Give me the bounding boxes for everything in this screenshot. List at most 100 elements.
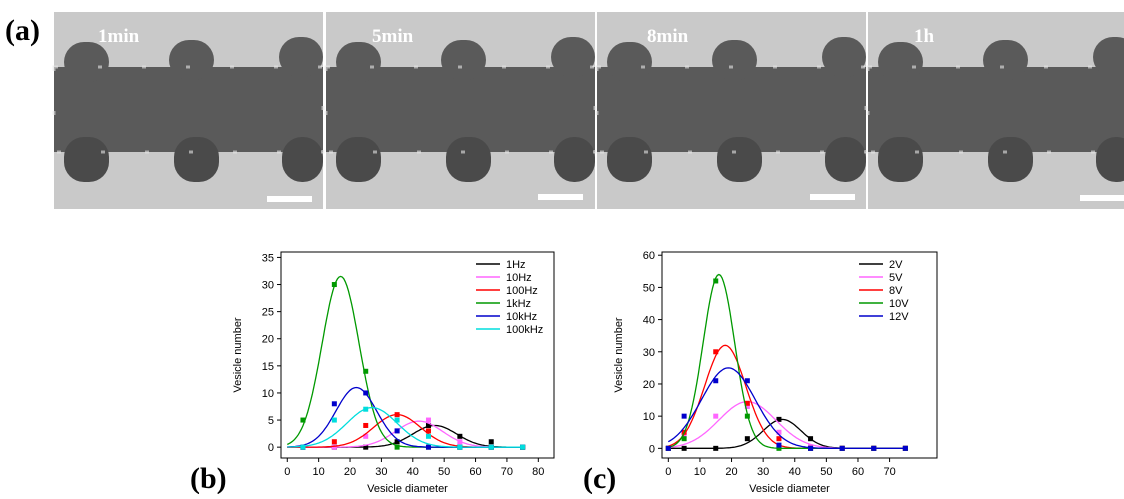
x-tick-label: 70 <box>883 466 895 478</box>
y-tick-label: 15 <box>262 361 274 373</box>
data-point <box>300 444 306 450</box>
data-point <box>520 444 526 450</box>
x-tick-label: 0 <box>665 466 671 478</box>
y-tick-label: 30 <box>262 280 274 292</box>
data-point <box>902 445 908 451</box>
data-point <box>394 428 400 434</box>
data-point <box>744 436 750 442</box>
x-tick-label: 0 <box>284 466 290 478</box>
y-tick-label: 60 <box>643 250 655 262</box>
x-tick-label: 50 <box>820 466 832 478</box>
image-label: 1min <box>98 26 140 47</box>
data-point <box>744 413 750 419</box>
data-point <box>839 445 845 451</box>
data-point <box>394 444 400 450</box>
data-point <box>681 436 687 442</box>
x-axis-label: Vesicle diameter <box>367 483 448 494</box>
legend-label: 10Hz <box>506 272 532 284</box>
x-tick-label: 40 <box>789 466 801 478</box>
data-point <box>744 404 750 409</box>
y-tick-label: 50 <box>643 282 655 294</box>
data-point <box>363 406 369 412</box>
y-tick-label: 20 <box>643 379 655 391</box>
x-tick-label: 80 <box>532 466 544 478</box>
data-point <box>681 432 687 438</box>
data-point <box>808 436 814 442</box>
data-point <box>681 413 687 419</box>
data-point <box>776 429 782 435</box>
data-point <box>776 436 782 442</box>
data-point <box>394 412 400 418</box>
legend-label: 10V <box>889 298 909 310</box>
y-tick-label: 25 <box>262 307 274 319</box>
data-point <box>488 444 494 450</box>
data-point <box>425 428 431 434</box>
fit-curve <box>286 275 523 448</box>
data-point <box>681 445 687 451</box>
y-tick-label: 10 <box>262 388 274 400</box>
fit-curve <box>667 367 906 449</box>
data-point <box>331 417 337 423</box>
data-point <box>713 278 719 284</box>
data-point <box>713 413 719 419</box>
legend-label: 2V <box>889 259 903 271</box>
data-point <box>363 433 369 439</box>
y-tick-label: 5 <box>268 415 274 427</box>
data-point <box>713 349 719 355</box>
x-tick-label: 10 <box>694 466 706 478</box>
data-point <box>744 378 750 384</box>
data-point <box>331 444 337 450</box>
panel-label: (c) <box>583 462 616 494</box>
x-tick-label: 40 <box>407 466 419 478</box>
data-point <box>300 417 306 423</box>
fit-curve <box>668 273 906 449</box>
x-tick-label: 10 <box>313 466 325 478</box>
panel-label: (b) <box>190 462 227 494</box>
data-point <box>331 401 337 407</box>
data-point <box>363 422 369 428</box>
y-tick-label: 0 <box>649 443 655 455</box>
legend-label: 1kHz <box>506 298 531 310</box>
x-tick-label: 50 <box>438 466 450 478</box>
data-point <box>425 433 431 439</box>
data-point <box>808 445 814 451</box>
legend-label: 5V <box>889 272 903 284</box>
x-tick-label: 70 <box>501 466 513 478</box>
plot-frame <box>280 251 555 459</box>
data-point <box>363 390 369 396</box>
data-point <box>394 417 400 423</box>
x-tick-label: 60 <box>852 466 864 478</box>
legend-label: 1Hz <box>506 259 526 271</box>
data-point <box>457 439 463 445</box>
data-point <box>776 442 782 448</box>
x-axis-label: Vesicle diameter <box>749 483 830 494</box>
y-tick-label: 40 <box>643 315 655 327</box>
y-tick-label: 0 <box>268 442 274 454</box>
legend-label: 10kHz <box>506 311 537 323</box>
fit-curve <box>287 406 523 448</box>
data-point <box>363 368 369 374</box>
micrograph: 5min <box>324 10 597 211</box>
data-point <box>713 378 719 384</box>
legend-label: 12V <box>889 311 909 323</box>
data-point <box>425 444 431 450</box>
image-label: 8min <box>647 26 689 47</box>
panel-label: (a) <box>5 14 40 47</box>
data-point <box>425 417 431 423</box>
y-tick-label: 30 <box>643 347 655 359</box>
data-point <box>425 422 431 428</box>
data-point <box>713 445 719 451</box>
x-tick-label: 20 <box>344 466 356 478</box>
y-axis-label: Vesicle number <box>232 317 244 393</box>
fit-curve <box>668 344 906 449</box>
legend-label: 100kHz <box>506 324 543 336</box>
data-point <box>776 416 782 422</box>
image-label: 1h <box>914 26 935 47</box>
data-point <box>665 445 671 451</box>
y-axis-label: Vesicle number <box>613 317 625 393</box>
legend-label: 8V <box>889 285 903 297</box>
y-tick-label: 10 <box>643 411 655 423</box>
data-point <box>776 445 782 451</box>
data-point <box>871 445 877 451</box>
